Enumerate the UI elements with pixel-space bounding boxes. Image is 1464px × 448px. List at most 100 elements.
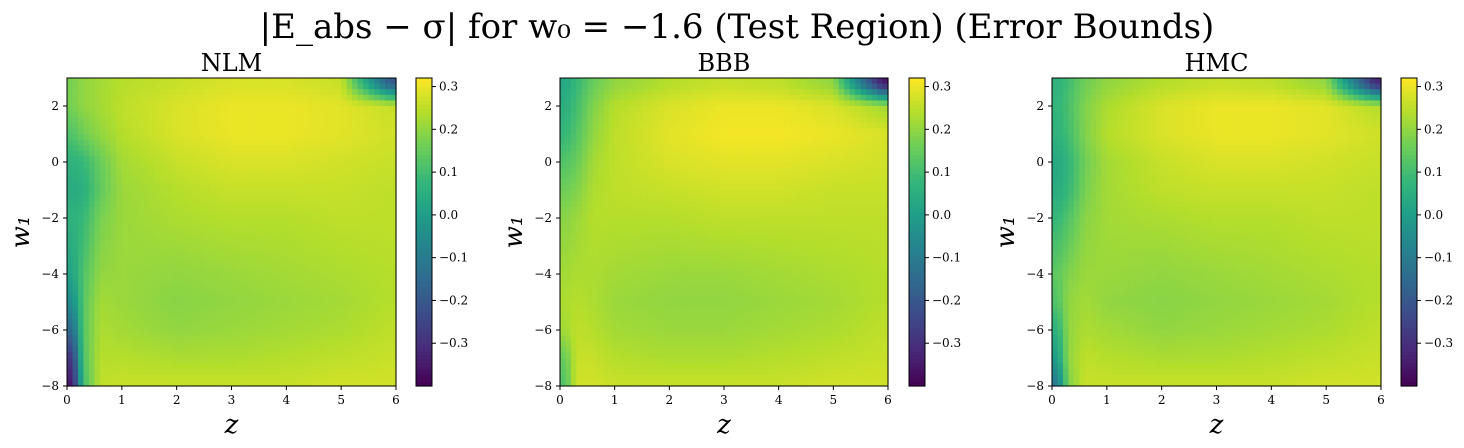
heatmap-cell [160, 150, 167, 157]
heatmap-cell [313, 195, 320, 202]
heatmap-cell [187, 374, 194, 381]
heatmap-cell [652, 134, 659, 141]
heatmap-cell [116, 285, 123, 292]
heatmap-cell [860, 134, 867, 141]
heatmap-cell [236, 117, 244, 124]
heatmap-cell [663, 78, 670, 85]
heatmap-cell [67, 324, 74, 331]
heatmap-cell [313, 229, 320, 236]
heatmap-cell [291, 139, 298, 146]
heatmap-cell [587, 218, 594, 225]
heatmap-cell [811, 167, 818, 174]
heatmap-cell [877, 156, 884, 163]
heatmap-cell [822, 184, 829, 191]
heatmap-cell [149, 251, 156, 258]
heatmap-cell [385, 251, 392, 258]
heatmap-cell [220, 363, 227, 370]
heatmap-cell [368, 117, 375, 124]
heatmap-cell [253, 117, 260, 124]
heatmap-cell [724, 184, 731, 191]
heatmap-cell [363, 352, 370, 359]
heatmap-cell [291, 262, 298, 269]
heatmap-cell [346, 212, 353, 219]
heatmap-cell [565, 156, 572, 163]
heatmap-cell [871, 212, 878, 219]
heatmap-cell [707, 117, 714, 124]
heatmap-cell [319, 190, 326, 197]
heatmap-cell [226, 150, 233, 157]
heatmap-cell [614, 139, 621, 146]
heatmap-cell [614, 190, 621, 197]
heatmap-cell [291, 128, 298, 135]
heatmap-cell [176, 134, 183, 141]
heatmap-cell [116, 83, 123, 90]
heatmap-cell [696, 78, 703, 85]
heatmap-cell [171, 369, 178, 376]
heatmap-cell [308, 139, 315, 146]
heatmap-cell [171, 268, 178, 275]
heatmap-cell [215, 83, 222, 90]
heatmap-cell [609, 206, 616, 213]
heatmap-cell [341, 363, 348, 370]
heatmap-cell [149, 150, 156, 157]
heatmap-cell [696, 184, 703, 191]
heatmap-cell [204, 324, 211, 331]
heatmap-cell [734, 167, 741, 174]
heatmap-cell [110, 162, 117, 169]
heatmap-cell [324, 313, 331, 320]
heatmap-cell [849, 201, 856, 208]
heatmap-cell [877, 190, 884, 197]
heatmap-cell [182, 83, 189, 90]
heatmap-cell [691, 218, 698, 225]
heatmap-cell [330, 83, 337, 90]
heatmap-cell [286, 374, 293, 381]
heatmap-cell [72, 330, 79, 337]
colorbar-segment [416, 216, 432, 222]
heatmap-cell [379, 89, 386, 96]
heatmap-cell [330, 156, 337, 163]
heatmap-cell [132, 279, 139, 286]
heatmap-cell [154, 106, 161, 113]
heatmap-cell [341, 335, 348, 342]
heatmap-cell [149, 100, 156, 107]
heatmap-cell [390, 296, 397, 303]
heatmap-cell [171, 324, 178, 331]
heatmap-cell [215, 122, 222, 129]
heatmap-cell [231, 134, 238, 141]
heatmap-cell [658, 83, 665, 90]
heatmap-cell [165, 195, 172, 202]
heatmap-cell [581, 178, 588, 185]
heatmap-cell [236, 380, 244, 387]
heatmap-cell [713, 83, 720, 90]
heatmap-cell [330, 201, 337, 208]
heatmap-cell [99, 190, 106, 197]
heatmap-cell [718, 167, 725, 174]
heatmap-cell [94, 257, 101, 264]
heatmap-cell [236, 335, 244, 342]
heatmap-cell [83, 94, 90, 101]
heatmap-cell [707, 195, 714, 202]
heatmap-cell [105, 285, 112, 292]
heatmap-cell [83, 374, 90, 381]
heatmap-cell [784, 178, 791, 185]
heatmap-cell [275, 302, 282, 309]
heatmap-cell [127, 324, 134, 331]
heatmap-cell [116, 173, 123, 180]
heatmap-cell [707, 212, 714, 219]
heatmap-cell [110, 313, 117, 320]
heatmap-cell [236, 307, 244, 314]
heatmap-cell [215, 206, 222, 213]
heatmap-cell [816, 83, 823, 90]
heatmap-cell [165, 145, 172, 152]
heatmap-cell [379, 218, 386, 225]
heatmap-cell [165, 234, 172, 241]
heatmap-cell [220, 234, 227, 241]
heatmap-cell [560, 195, 567, 202]
heatmap-cell [609, 111, 616, 118]
heatmap-cell [269, 134, 276, 141]
heatmap-cell [319, 307, 326, 314]
heatmap-cell [220, 145, 227, 152]
heatmap-cell [866, 167, 873, 174]
heatmap-cell [734, 134, 741, 141]
heatmap-cell [121, 206, 128, 213]
